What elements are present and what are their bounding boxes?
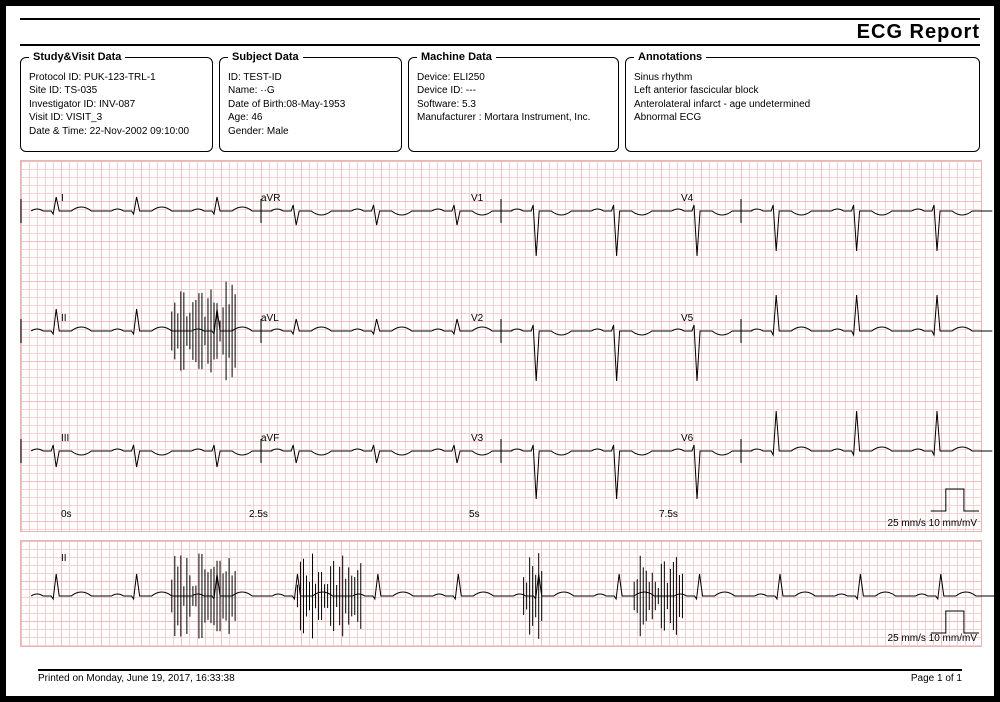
device-id-label: Device ID: (417, 85, 466, 96)
datetime-label: Date & Time: (29, 126, 90, 137)
ecg-rhythm-strip: II 25 mm/s 10 mm/mV (20, 540, 982, 647)
subject-legend: Subject Data (228, 50, 303, 65)
scale-label-main: 25 mm/s 10 mm/mV (888, 518, 977, 529)
data-panels: Study&Visit Data Protocol ID: PUK-123-TR… (20, 50, 980, 152)
annotation-line: Sinus rhythm (634, 71, 971, 85)
study-visit-panel: Study&Visit Data Protocol ID: PUK-123-TR… (20, 50, 213, 152)
datetime-value: 22-Nov-2002 09:10:00 (90, 126, 190, 137)
footer-page: Page 1 of 1 (911, 673, 962, 684)
footer: Printed on Monday, June 19, 2017, 16:33:… (38, 669, 962, 684)
annotation-line: Anterolateral infarct - age undetermined (634, 98, 971, 112)
subject-id-value: TEST-ID (243, 72, 281, 83)
investigator-label: Investigator ID: (29, 99, 99, 110)
ecg-traces (21, 161, 981, 531)
subject-dob-label: Date of Birth: (228, 99, 286, 110)
ecg-12lead-strip: I aVR V1 V4 II aVL V2 V5 III aVF V3 V6 0… (20, 160, 982, 532)
subject-dob-value: 08-May-1953 (286, 99, 345, 110)
study-visit-legend: Study&Visit Data (29, 50, 125, 65)
device-value: ELI250 (453, 72, 485, 83)
subject-age-value: 46 (251, 112, 262, 123)
protocol-value: PUK-123-TRL-1 (84, 72, 156, 83)
scale-label-rhythm: 25 mm/s 10 mm/mV (888, 633, 977, 644)
visit-value: VISIT_3 (66, 112, 102, 123)
manufacturer-label: Manufacturer : (417, 112, 484, 123)
annotations-legend: Annotations (634, 50, 706, 65)
subject-data-panel: Subject Data ID: TEST-ID Name: ··G Date … (219, 50, 402, 152)
subject-name-label: Name: (228, 85, 260, 96)
manufacturer-value: Mortara Instrument, Inc. (484, 112, 590, 123)
subject-id-label: ID: (228, 72, 243, 83)
device-label: Device: (417, 72, 453, 83)
subject-name-value: ··G (260, 85, 274, 96)
subject-gender-label: Gender: (228, 126, 267, 137)
visit-label: Visit ID: (29, 112, 66, 123)
device-id-value: --- (466, 85, 476, 96)
machine-data-panel: Machine Data Device: ELI250 Device ID: -… (408, 50, 619, 152)
annotation-line: Abnormal ECG (634, 111, 971, 125)
annotations-panel: Annotations Sinus rhythm Left anterior f… (625, 50, 980, 152)
machine-legend: Machine Data (417, 50, 496, 65)
software-value: 5.3 (462, 99, 476, 110)
site-label: Site ID: (29, 85, 64, 96)
site-value: TS-035 (64, 85, 97, 96)
protocol-label: Protocol ID: (29, 72, 84, 83)
ecg-rhythm-trace (21, 541, 981, 646)
annotation-line: Left anterior fascicular block (634, 84, 971, 98)
investigator-value: INV-087 (99, 99, 135, 110)
report-title: ECG Report (20, 18, 980, 46)
footer-printed: Printed on Monday, June 19, 2017, 16:33:… (38, 673, 235, 684)
software-label: Software: (417, 99, 462, 110)
subject-gender-value: Male (267, 126, 289, 137)
subject-age-label: Age: (228, 112, 251, 123)
